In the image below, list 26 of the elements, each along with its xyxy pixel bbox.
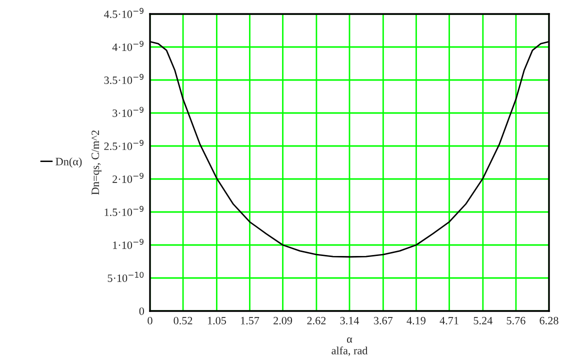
x-tick-label: 1.05	[208, 316, 226, 324]
y-tick-label: 4·10$^{−9}$	[112, 40, 144, 51]
x-tick-label: 0	[148, 316, 152, 324]
x-tick-label: 2.09	[274, 316, 292, 324]
y-tick-label: 0	[139, 307, 144, 315]
y-tick-label: 4.5·10$^{−9}$	[104, 8, 144, 18]
x-tick-label: 3.14	[340, 316, 360, 324]
x-tick-label: 0.52	[174, 316, 192, 324]
x-axis-title: α alfa, rad	[332, 337, 368, 356]
x-tick-label: 2.62	[307, 316, 326, 324]
x-tick-label: 5.24	[474, 316, 492, 324]
x-tick-label: 4.71	[440, 316, 458, 324]
y-tick-label: 2.5·10$^{−9}$	[104, 140, 144, 150]
y-tick-label: 5·10$^{−10}$	[108, 272, 144, 282]
y-tick-label: 3·10$^{−9}$	[112, 106, 144, 117]
y-tick-label: 3.5·10$^{−9}$	[104, 74, 144, 84]
legend-label: Dn(α)	[56, 157, 82, 168]
y-axis-title: Dn=qs, C/m^2	[92, 130, 102, 195]
y-tick-label: 1.5·10$^{−9}$	[104, 206, 144, 216]
x-tick-label: 4.19	[406, 316, 426, 324]
y-tick-label: 2·10$^{−9}$	[112, 172, 144, 183]
x-tick-label: 5.76	[506, 316, 526, 324]
y-tick-label: 1·10$^{−9}$	[113, 238, 144, 249]
x-tick-label: 3.67	[374, 316, 393, 324]
x-tick-label: 6.28	[540, 316, 558, 324]
x-tick-label: 1.57	[241, 316, 260, 324]
